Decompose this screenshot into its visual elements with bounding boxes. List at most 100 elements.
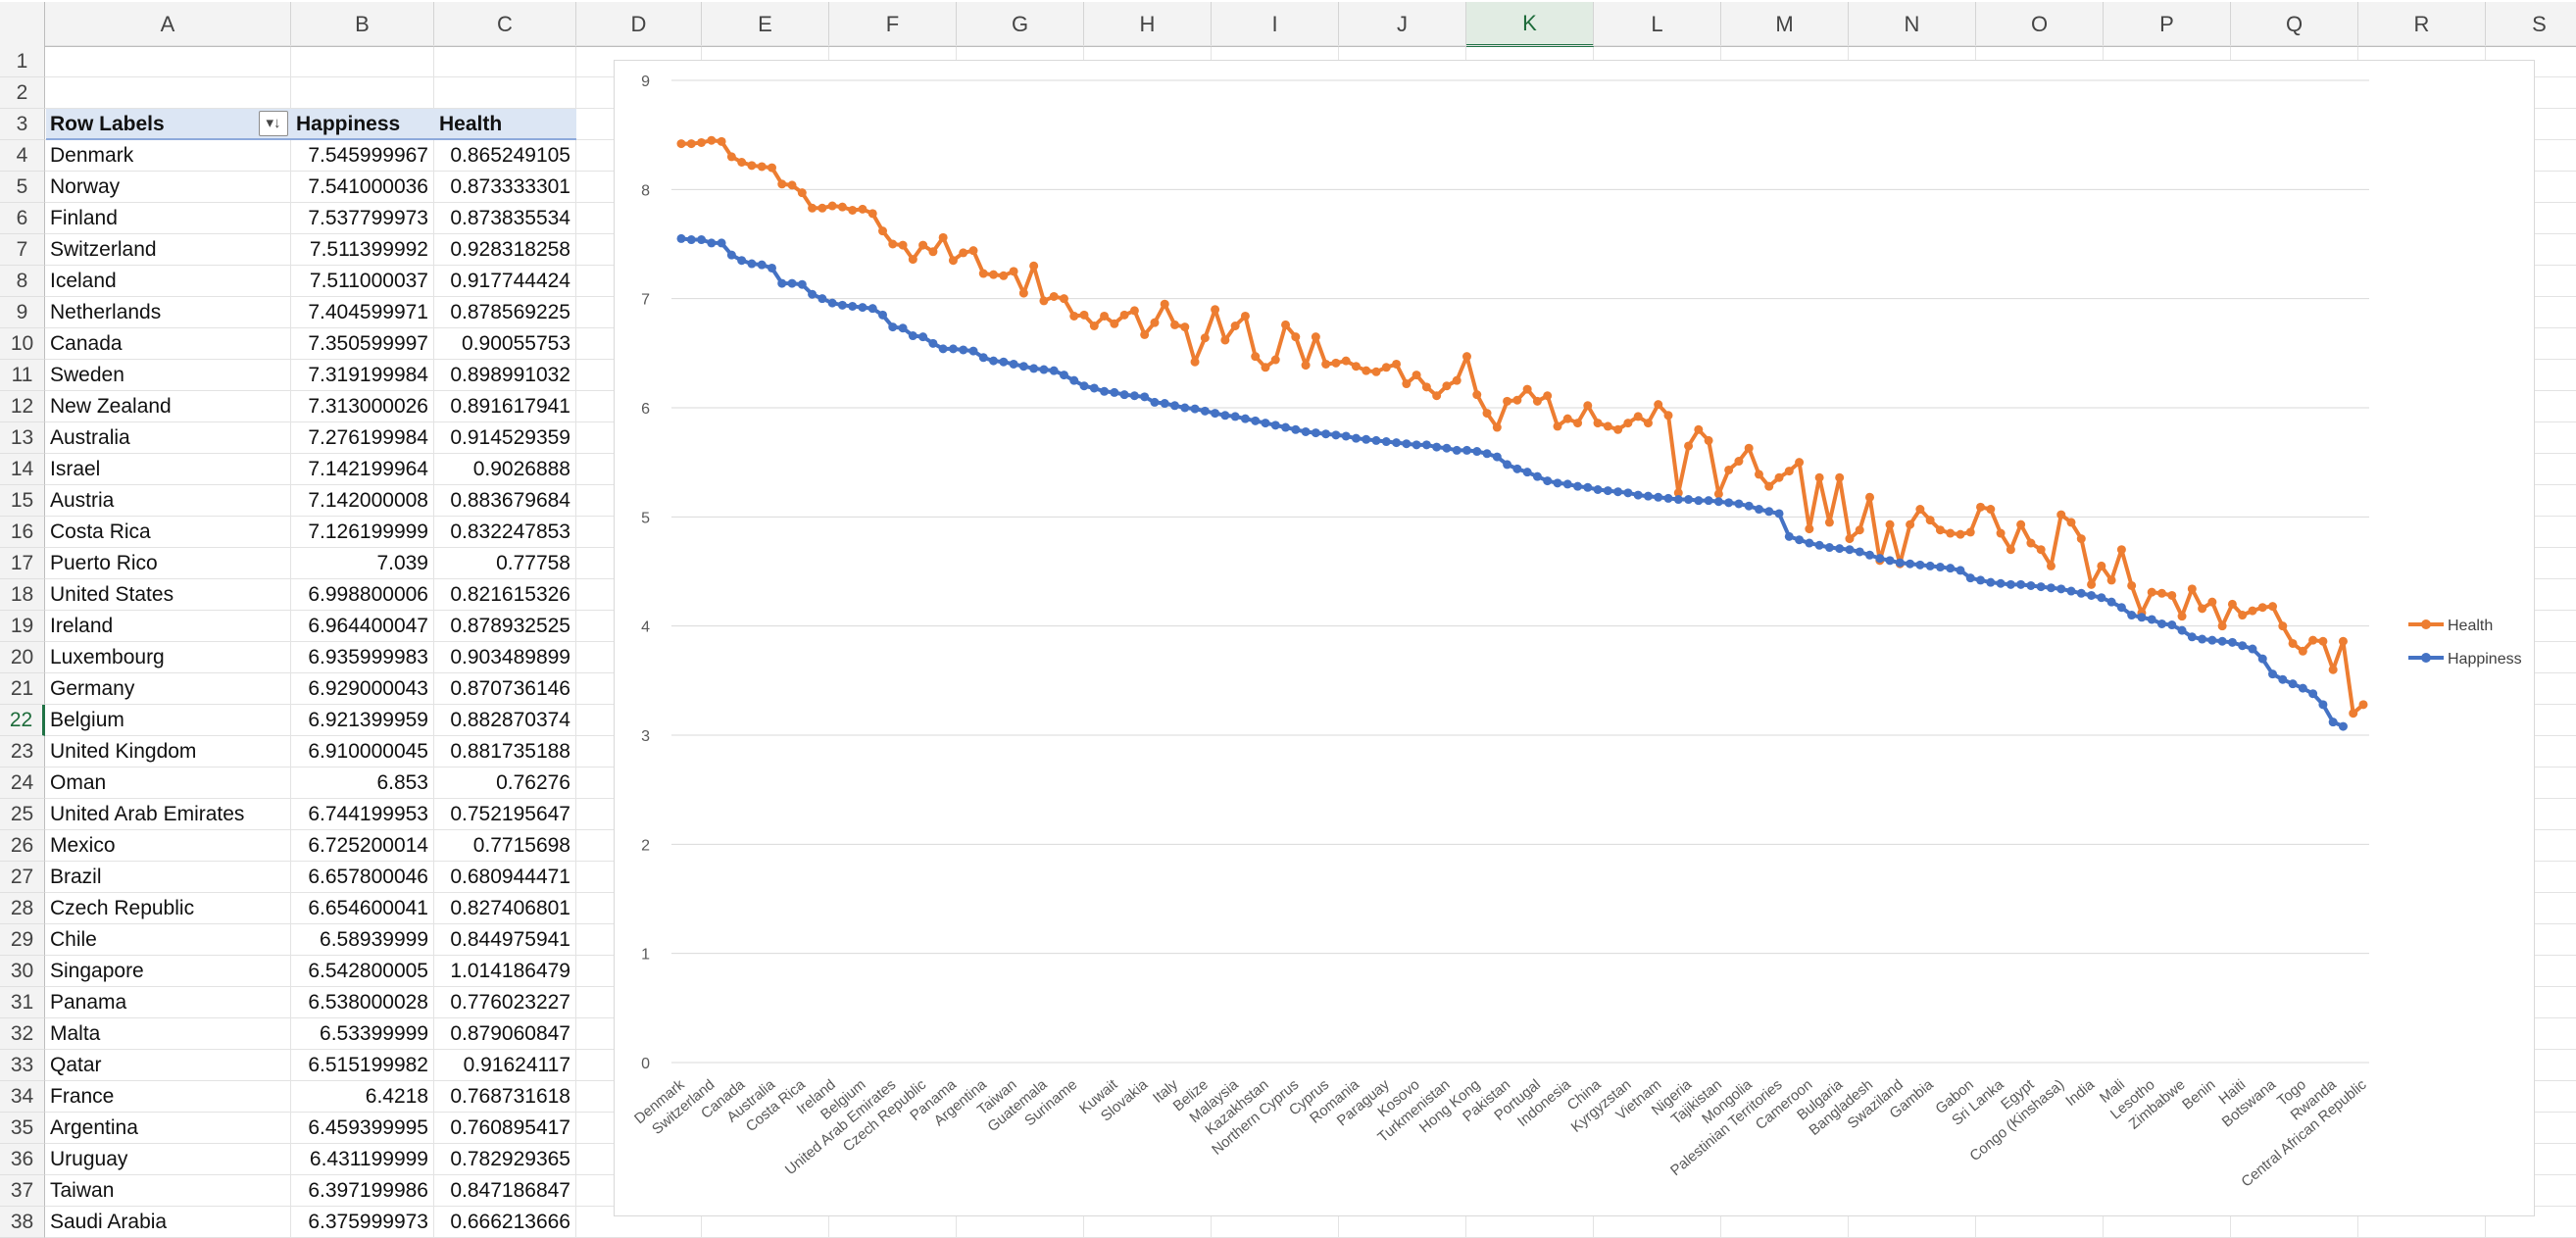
pivot-health-value[interactable]: 0.878569225 xyxy=(450,301,570,323)
pivot-happiness-value[interactable]: 6.58939999 xyxy=(320,928,428,951)
pivot-row-label[interactable]: Switzerland xyxy=(50,238,157,261)
row-header-30[interactable]: 30 xyxy=(0,956,45,987)
pivot-happiness-value[interactable]: 7.313000026 xyxy=(308,395,428,418)
row-header-38[interactable]: 38 xyxy=(0,1207,45,1238)
row-header-34[interactable]: 34 xyxy=(0,1081,45,1113)
column-header-s[interactable]: S xyxy=(2486,2,2576,47)
pivot-happiness-value[interactable]: 7.350599997 xyxy=(308,332,428,355)
row-header-12[interactable]: 12 xyxy=(0,391,45,422)
column-header-k[interactable]: K xyxy=(1466,2,1594,47)
pivot-row-label[interactable]: Finland xyxy=(50,207,118,229)
pivot-health-value[interactable]: 0.782929365 xyxy=(450,1148,570,1170)
row-header-32[interactable]: 32 xyxy=(0,1018,45,1050)
row-header-11[interactable]: 11 xyxy=(0,360,45,391)
pivot-happiness-value[interactable]: 6.853 xyxy=(376,771,428,794)
row-header-16[interactable]: 16 xyxy=(0,517,45,548)
pivot-health-value[interactable]: 0.76276 xyxy=(496,771,570,794)
row-header-18[interactable]: 18 xyxy=(0,579,45,611)
pivot-row-label[interactable]: Saudi Arabia xyxy=(50,1211,168,1233)
row-header-26[interactable]: 26 xyxy=(0,830,45,862)
pivot-happiness-value[interactable]: 6.921399959 xyxy=(308,709,428,731)
pivot-happiness-value[interactable]: 6.935999983 xyxy=(308,646,428,669)
row-header-6[interactable]: 6 xyxy=(0,203,45,234)
column-header-d[interactable]: D xyxy=(576,2,702,47)
column-header-o[interactable]: O xyxy=(1976,2,2104,47)
pivot-health-value[interactable]: 0.873835534 xyxy=(450,207,570,229)
pivot-happiness-value[interactable]: 6.397199986 xyxy=(308,1179,428,1202)
pivot-health-value[interactable]: 0.752195647 xyxy=(450,803,570,825)
row-header-20[interactable]: 20 xyxy=(0,642,45,673)
pivot-row-label[interactable]: Uruguay xyxy=(50,1148,128,1170)
row-header-24[interactable]: 24 xyxy=(0,768,45,799)
column-header-n[interactable]: N xyxy=(1849,2,1976,47)
pivot-row-label[interactable]: Sweden xyxy=(50,364,124,386)
pivot-row-label[interactable]: Israel xyxy=(50,458,101,480)
pivot-row-label[interactable]: Australia xyxy=(50,426,130,449)
pivot-row-label[interactable]: Malta xyxy=(50,1022,101,1045)
pivot-row-label[interactable]: Brazil xyxy=(50,866,102,888)
pivot-row-label[interactable]: Ireland xyxy=(50,615,114,637)
row-header-35[interactable]: 35 xyxy=(0,1113,45,1144)
pivot-row-label[interactable]: Luxembourg xyxy=(50,646,165,669)
pivot-row-label[interactable]: Singapore xyxy=(50,960,144,982)
pivot-row-label[interactable]: France xyxy=(50,1085,115,1108)
column-header-h[interactable]: H xyxy=(1084,2,1212,47)
pivot-health-value[interactable]: 0.928318258 xyxy=(450,238,570,261)
pivot-happiness-value[interactable]: 6.964400047 xyxy=(308,615,428,637)
row-header-7[interactable]: 7 xyxy=(0,234,45,266)
pivot-happiness-value[interactable]: 6.375999973 xyxy=(308,1211,428,1233)
row-header-3[interactable]: 3 xyxy=(0,109,45,140)
pivot-happiness-value[interactable]: 6.542800005 xyxy=(308,960,428,982)
pivot-happiness-value[interactable]: 7.276199984 xyxy=(308,426,428,449)
row-header-17[interactable]: 17 xyxy=(0,548,45,579)
column-header-c[interactable]: C xyxy=(434,2,576,47)
pivot-row-label[interactable]: Argentina xyxy=(50,1116,138,1139)
pivot-health-value[interactable]: 0.865249105 xyxy=(450,144,570,167)
pivot-health-value[interactable]: 0.768731618 xyxy=(450,1085,570,1108)
pivot-health-value[interactable]: 0.870736146 xyxy=(450,677,570,700)
sort-descending-filter-icon[interactable]: ▾↓ xyxy=(259,111,288,136)
pivot-happiness-value[interactable]: 6.725200014 xyxy=(308,834,428,857)
row-header-13[interactable]: 13 xyxy=(0,422,45,454)
pivot-health-value[interactable]: 0.881735188 xyxy=(450,740,570,763)
row-header-29[interactable]: 29 xyxy=(0,924,45,956)
pivot-header-row-labels[interactable]: Row Labels xyxy=(50,113,165,135)
pivot-row-label[interactable]: Chile xyxy=(50,928,97,951)
pivot-happiness-value[interactable]: 6.657800046 xyxy=(308,866,428,888)
column-header-i[interactable]: I xyxy=(1212,2,1339,47)
pivot-happiness-value[interactable]: 7.319199984 xyxy=(308,364,428,386)
row-header-5[interactable]: 5 xyxy=(0,172,45,203)
pivot-health-value[interactable]: 0.883679684 xyxy=(450,489,570,512)
pivot-happiness-value[interactable]: 7.126199999 xyxy=(308,520,428,543)
pivot-health-value[interactable]: 0.77758 xyxy=(496,552,570,574)
pivot-health-value[interactable]: 0.873333301 xyxy=(450,175,570,198)
column-header-r[interactable]: R xyxy=(2358,2,2486,47)
line-chart[interactable]: 0 1 2 3 4 5 6 7 8 9 Denmark Switzerland Canada Austra… xyxy=(614,60,2535,1216)
pivot-health-value[interactable]: 0.917744424 xyxy=(450,270,570,292)
pivot-health-value[interactable]: 0.847186847 xyxy=(450,1179,570,1202)
row-header-19[interactable]: 19 xyxy=(0,611,45,642)
pivot-row-label[interactable]: Netherlands xyxy=(50,301,162,323)
pivot-row-label[interactable]: Costa Rica xyxy=(50,520,151,543)
pivot-health-value[interactable]: 0.680944471 xyxy=(450,866,570,888)
pivot-health-value[interactable]: 0.90055753 xyxy=(462,332,570,355)
pivot-health-value[interactable]: 0.882870374 xyxy=(450,709,570,731)
row-header-10[interactable]: 10 xyxy=(0,328,45,360)
column-header-j[interactable]: J xyxy=(1339,2,1466,47)
pivot-row-label[interactable]: Denmark xyxy=(50,144,134,167)
pivot-row-label[interactable]: Taiwan xyxy=(50,1179,115,1202)
pivot-happiness-value[interactable]: 6.654600041 xyxy=(308,897,428,919)
row-header-27[interactable]: 27 xyxy=(0,862,45,893)
row-header-14[interactable]: 14 xyxy=(0,454,45,485)
pivot-happiness-value[interactable]: 7.142199964 xyxy=(308,458,428,480)
pivot-happiness-value[interactable]: 6.431199999 xyxy=(309,1148,428,1170)
column-header-p[interactable]: P xyxy=(2104,2,2231,47)
pivot-row-label[interactable]: New Zealand xyxy=(50,395,172,418)
pivot-health-value[interactable]: 0.776023227 xyxy=(450,991,570,1014)
row-header-8[interactable]: 8 xyxy=(0,266,45,297)
pivot-row-label[interactable]: United States xyxy=(50,583,174,606)
pivot-health-value[interactable]: 0.7715698 xyxy=(472,834,570,857)
pivot-health-value[interactable]: 0.903489899 xyxy=(450,646,570,669)
pivot-row-label[interactable]: Norway xyxy=(50,175,121,198)
pivot-health-value[interactable]: 0.666213666 xyxy=(450,1211,570,1233)
